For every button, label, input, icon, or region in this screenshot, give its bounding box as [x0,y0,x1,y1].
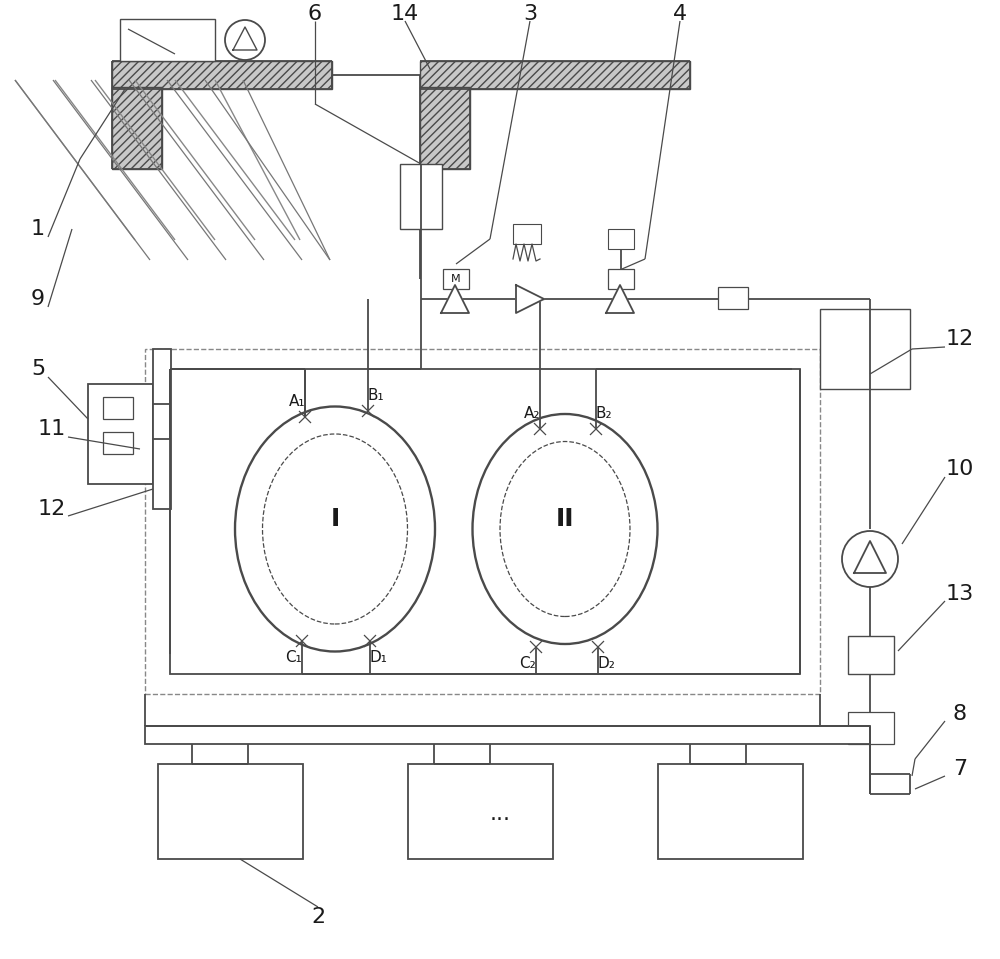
Bar [608,269,634,289]
Bar [408,764,553,859]
Polygon shape [854,541,886,573]
Bar [400,164,442,229]
Text: I: I [330,507,340,531]
Text: 2: 2 [311,907,325,927]
Text: 12: 12 [946,329,974,349]
Text: 14: 14 [391,4,419,24]
Text: ...: ... [490,804,511,824]
Text: 13: 13 [946,584,974,604]
Bar [103,397,133,419]
Polygon shape [606,285,634,313]
Bar [170,369,800,674]
Bar [112,61,332,89]
Bar [103,432,133,454]
Bar [153,349,171,509]
Text: A₁: A₁ [289,393,305,409]
Bar [120,19,215,61]
Text: 8: 8 [953,704,967,724]
Text: 4: 4 [673,4,687,24]
Text: A₂: A₂ [524,406,540,420]
Bar [420,87,470,169]
Bar [88,384,153,484]
Bar [848,636,894,674]
Bar [145,349,820,694]
Text: 12: 12 [38,499,66,519]
Bar [820,309,910,389]
Bar [658,764,803,859]
Text: 7: 7 [953,759,967,779]
Bar [158,764,303,859]
Text: 5: 5 [31,359,45,379]
Text: 1: 1 [31,219,45,239]
Polygon shape [233,27,257,50]
Text: B₂: B₂ [596,406,612,420]
Bar [513,224,541,244]
Bar [718,287,748,309]
Bar [848,712,894,744]
Text: 11: 11 [38,419,66,439]
Text: C₂: C₂ [520,656,536,670]
Bar [443,269,469,289]
Text: D₁: D₁ [369,649,387,665]
Text: C₁: C₁ [286,649,302,665]
Text: B₁: B₁ [368,387,384,403]
Text: D₂: D₂ [597,656,615,670]
Bar [145,726,870,744]
Text: II: II [556,507,574,531]
Text: M: M [451,274,461,284]
Polygon shape [441,285,469,313]
Polygon shape [516,285,544,313]
Text: 9: 9 [31,289,45,309]
Text: 6: 6 [308,4,322,24]
Text: 10: 10 [946,459,974,479]
Bar [608,229,634,249]
Bar [420,61,690,89]
Bar [112,87,162,169]
Text: 3: 3 [523,4,537,24]
